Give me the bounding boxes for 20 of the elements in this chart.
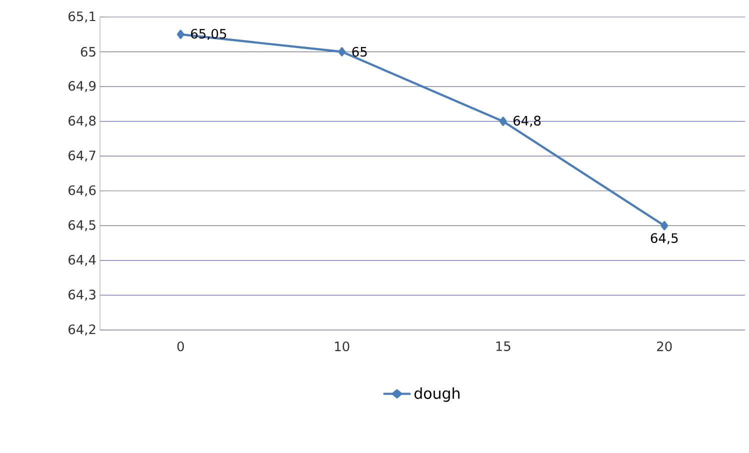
data-label: 64,5 xyxy=(650,233,678,244)
point xyxy=(660,221,668,230)
y-tick-label: 64,6 xyxy=(68,185,96,196)
y-tick-label: 64,7 xyxy=(68,150,96,162)
y-tick-label: 64,2 xyxy=(68,324,96,336)
y-tick-label: 64,4 xyxy=(68,254,96,266)
y-tick-label: 64,9 xyxy=(68,81,96,92)
legend-label: dough xyxy=(414,387,460,402)
point xyxy=(338,47,346,56)
y-tick-label: 64,8 xyxy=(68,116,96,127)
y-tick-label: 65,1 xyxy=(68,11,96,23)
x-tick-label: 20 xyxy=(657,341,672,352)
point xyxy=(499,116,507,126)
point xyxy=(176,30,184,39)
x-tick-label: 15 xyxy=(496,341,510,352)
y-tick-label: 64,5 xyxy=(68,220,96,232)
x-tick-label: 0 xyxy=(177,341,184,352)
x-tick-label: 10 xyxy=(335,341,350,352)
y-tick-label: 65 xyxy=(80,46,96,57)
y-tick-label: 64,3 xyxy=(68,290,96,301)
